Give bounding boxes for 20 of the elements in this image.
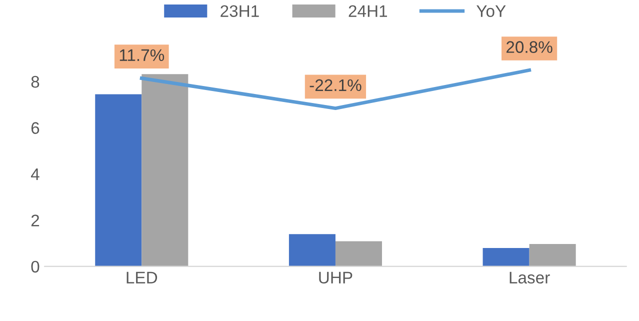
data-label: 11.7% (120, 49, 164, 61)
y-tick-label: 6 (31, 122, 40, 134)
legend-label: 23H1 (220, 5, 259, 18)
x-tick-label: UHP (319, 272, 352, 284)
data-label: 20.8% (506, 41, 552, 53)
bar (288, 234, 336, 266)
data-label: -22.1% (310, 79, 362, 92)
y-tick-label: 8 (31, 76, 40, 88)
bar (335, 241, 382, 266)
bar (482, 248, 530, 266)
x-tick-label: LED (126, 272, 158, 284)
legend-label: 24H1 (348, 5, 388, 17)
legend-label: YoY (476, 5, 506, 18)
y-tick-label: 2 (31, 214, 40, 226)
bar (95, 94, 142, 266)
x-tick-label: Laser (510, 272, 550, 284)
bar (529, 244, 576, 266)
y-tick-label: 0 (31, 260, 40, 273)
bar (142, 74, 188, 266)
y-tick-label: 4 (30, 168, 40, 180)
